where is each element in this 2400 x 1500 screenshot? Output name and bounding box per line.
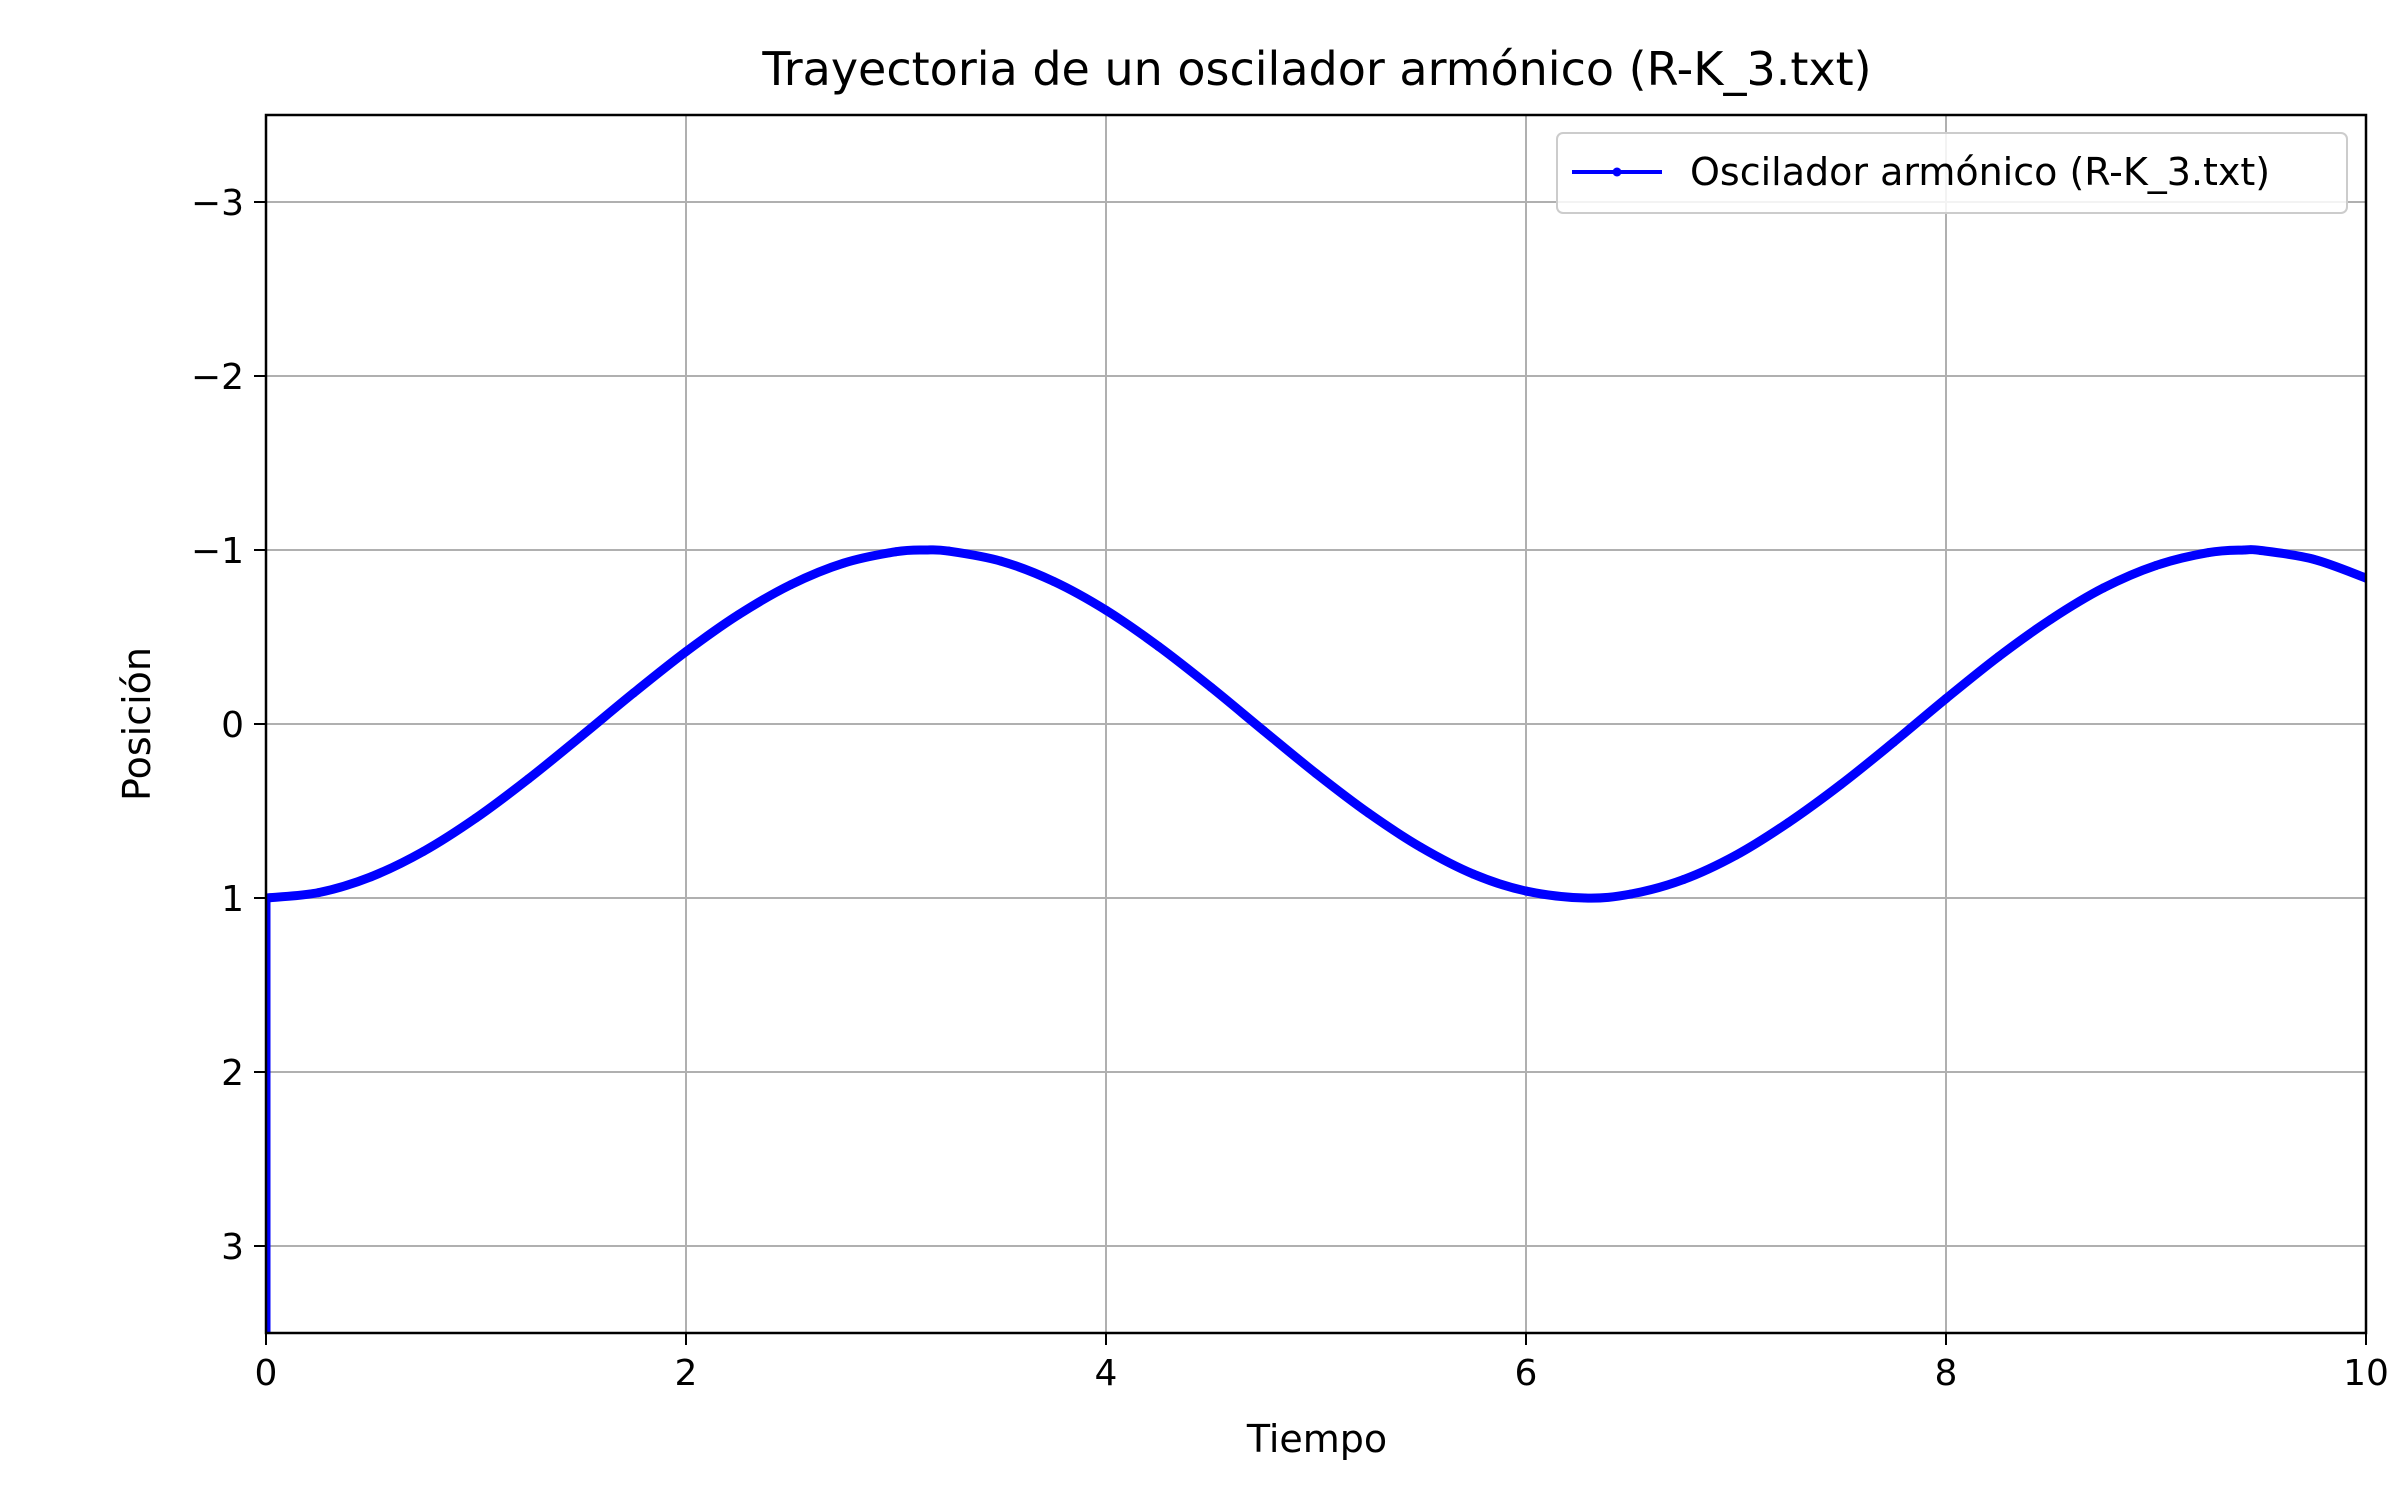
y-axis: −3 −2 −1 0 1 2 3 bbox=[191, 183, 266, 1268]
data-point bbox=[1521, 886, 1531, 896]
data-point bbox=[2256, 546, 2266, 556]
data-point bbox=[1994, 652, 2003, 662]
data-point bbox=[1679, 875, 1688, 885]
data-point bbox=[2309, 554, 2318, 564]
data-point bbox=[471, 813, 481, 823]
x-tick-label: 4 bbox=[1095, 1353, 1118, 1394]
data-point bbox=[1154, 641, 1163, 651]
data-point bbox=[1416, 842, 1426, 852]
data-point bbox=[1206, 682, 1216, 692]
data-point bbox=[576, 731, 586, 741]
data-point bbox=[996, 556, 1006, 566]
data-point bbox=[1784, 817, 1793, 827]
data-point bbox=[1049, 576, 1058, 586]
y-axis-label: Posición bbox=[115, 647, 159, 801]
x-tick-label: 2 bbox=[675, 1353, 698, 1394]
data-point bbox=[734, 610, 743, 620]
data-point bbox=[524, 774, 533, 784]
data-point bbox=[1364, 808, 1373, 818]
data-point bbox=[314, 888, 323, 898]
data-point bbox=[944, 546, 953, 556]
data-point bbox=[2046, 614, 2056, 624]
data-point bbox=[920, 545, 930, 555]
data-point bbox=[366, 872, 376, 882]
legend-marker-sample bbox=[1612, 167, 1622, 177]
data-point bbox=[1259, 726, 1268, 736]
y-tick-label: −2 bbox=[191, 357, 244, 398]
y-tick-label: −1 bbox=[191, 531, 244, 572]
data-point bbox=[2099, 583, 2108, 593]
data-point bbox=[2239, 545, 2249, 555]
x-axis: 0 2 4 6 8 10 bbox=[255, 1333, 2389, 1394]
x-tick-label: 8 bbox=[1935, 1353, 1958, 1394]
data-point bbox=[1101, 605, 1111, 615]
legend-entry-label: Oscilador armónico (R-K_3.txt) bbox=[1690, 150, 2270, 194]
chart-title: Trayectoria de un oscilador armónico (R-… bbox=[761, 42, 1871, 96]
data-point bbox=[2151, 560, 2161, 570]
legend: Oscilador armónico (R-K_3.txt) bbox=[1556, 132, 2348, 214]
x-axis-label: Tiempo bbox=[1246, 1417, 1387, 1461]
x-tick-label: 6 bbox=[1515, 1353, 1538, 1394]
y-tick-label: −3 bbox=[191, 183, 244, 224]
data-point bbox=[1941, 694, 1951, 704]
x-tick-label: 0 bbox=[255, 1353, 278, 1394]
data-point bbox=[1836, 779, 1846, 789]
data-point bbox=[681, 647, 691, 657]
data-point bbox=[1311, 768, 1321, 778]
data-point bbox=[839, 558, 848, 568]
y-tick-label: 3 bbox=[221, 1227, 244, 1268]
data-point bbox=[786, 580, 796, 590]
data-point bbox=[629, 688, 638, 698]
data-point bbox=[1889, 737, 1898, 747]
data-point bbox=[891, 547, 901, 557]
y-tick-label: 0 bbox=[221, 705, 244, 746]
y-tick-label: 2 bbox=[221, 1053, 244, 1094]
y-tick-label: 1 bbox=[221, 879, 244, 920]
data-point bbox=[1580, 893, 1590, 903]
data-point bbox=[419, 846, 428, 856]
plot-area bbox=[266, 545, 2366, 1333]
data-point bbox=[2204, 548, 2213, 558]
x-tick-label: 10 bbox=[2343, 1353, 2389, 1394]
data-point bbox=[1731, 850, 1741, 860]
legend-box bbox=[1556, 132, 2348, 214]
data-point bbox=[1626, 889, 1636, 899]
data-point bbox=[1469, 869, 1478, 879]
